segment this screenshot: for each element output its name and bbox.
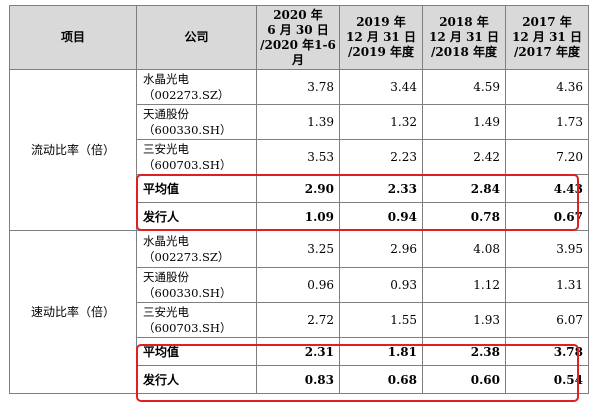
header-line: 12 月 31 日 [346,30,416,44]
value-cell: 4.36 [505,69,589,105]
value-cell: 1.93 [422,302,506,338]
value-cell: 0.67 [505,202,589,231]
company-name: 天通股份 [143,270,189,284]
financial-ratio-table: 项目 公司 2020 年 6 月 30 日 /2020 年1-6月 2019 年… [9,5,589,394]
table-row: 流动比率（倍） 水晶光电 （002273.SZ） 3.78 3.44 4.59 … [9,69,589,231]
value-cell: 2.90 [256,174,340,203]
header-line: /2017 年度 [514,45,580,59]
value-cell: 3.95 [505,230,589,268]
company-name: 水晶光电 [143,72,189,86]
table-row: 三安光电 （600703.SH） 3.53 2.23 2.42 7.20 [10,139,589,175]
value-cell: 2.84 [422,174,506,203]
value-cell: 2.42 [422,139,506,175]
value-cell: 2.96 [339,230,423,268]
value-cell: 2.38 [422,337,506,366]
company-name: 水晶光电 [143,234,189,248]
value-cell: 2.33 [339,174,423,203]
header-period-2017: 2017 年 12 月 31 日 /2017 年度 [505,5,589,70]
value-cell: 1.31 [505,267,589,303]
section-label-current-ratio: 流动比率（倍） [9,69,137,231]
value-cell: 1.32 [339,104,423,140]
company-cell: 三安光电 （600703.SH） [136,139,257,175]
header-line: /2019 年度 [348,45,414,59]
value-cell: 1.49 [422,104,506,140]
value-cell: 2.23 [339,139,423,175]
header-line: 2017 年 [522,15,572,29]
header-line: 6 月 30 日 [267,22,329,37]
value-cell: 3.78 [256,69,340,105]
value-cell: 7.20 [505,139,589,175]
value-cell: 0.94 [339,202,423,231]
company-name: 三安光电 [143,142,189,156]
header-period-2019: 2019 年 12 月 31 日 /2019 年度 [339,5,423,70]
value-cell: 2.72 [256,302,340,338]
header-item: 项目 [9,5,137,70]
value-cell: 1.73 [505,104,589,140]
company-cell: 水晶光电 （002273.SZ） [136,230,257,268]
value-cell: 2.31 [256,337,340,366]
table-row: 天通股份 （600330.SH） 1.39 1.32 1.49 1.73 [10,104,589,140]
table-row: 三安光电 （600703.SH） 2.72 1.55 1.93 6.07 [10,302,589,338]
row-label-average: 平均值 [136,174,257,203]
row-label-issuer: 发行人 [136,202,257,231]
header-company: 公司 [136,5,257,70]
value-cell: 3.53 [256,139,340,175]
table-row: 速动比率（倍） 水晶光电 （002273.SZ） 3.25 2.96 4.08 … [9,230,589,394]
company-cell: 水晶光电 （002273.SZ） [136,69,257,105]
value-cell: 0.60 [422,365,506,394]
company-name: 天通股份 [143,107,189,121]
company-cell: 三安光电 （600703.SH） [136,302,257,338]
value-cell: 0.78 [422,202,506,231]
value-cell: 0.83 [256,365,340,394]
value-cell: 1.39 [256,104,340,140]
value-cell: 4.08 [422,230,506,268]
row-label-average: 平均值 [136,337,257,366]
header-period-2018: 2018 年 12 月 31 日 /2018 年度 [422,5,506,70]
value-cell: 0.96 [256,267,340,303]
value-cell: 1.81 [339,337,423,366]
header-line: 2019 年 [356,15,406,29]
company-code: （600703.SH） [143,321,232,335]
header-line: 12 月 31 日 [512,30,582,44]
value-cell: 3.25 [256,230,340,268]
value-cell: 1.09 [256,202,340,231]
header-period-2020: 2020 年 6 月 30 日 /2020 年1-6月 [256,5,340,70]
value-cell: 0.68 [339,365,423,394]
company-cell: 天通股份 （600330.SH） [136,104,257,140]
company-cell: 天通股份 （600330.SH） [136,267,257,303]
company-code: （002273.SZ） [143,250,230,264]
header-line: 12 月 31 日 [429,30,499,44]
header-line: 2018 年 [439,15,489,29]
value-cell: 1.55 [339,302,423,338]
header-line: 2020 年 [273,7,323,22]
section-label-quick-ratio: 速动比率（倍） [9,230,137,394]
value-cell: 0.54 [505,365,589,394]
issuer-row: 发行人 1.09 0.94 0.78 0.67 [10,202,589,231]
value-cell: 4.43 [505,174,589,203]
company-code: （002273.SZ） [143,88,230,102]
header-row: 项目 公司 2020 年 6 月 30 日 /2020 年1-6月 2019 年… [9,5,589,70]
value-cell: 0.93 [339,267,423,303]
header-line: /2020 年1-6月 [260,37,336,67]
company-code: （600330.SH） [143,123,232,137]
header-line: /2018 年度 [431,45,497,59]
value-cell: 6.07 [505,302,589,338]
value-cell: 4.59 [422,69,506,105]
company-code: （600703.SH） [143,158,232,172]
row-label-issuer: 发行人 [136,365,257,394]
company-name: 三安光电 [143,305,189,319]
value-cell: 3.78 [505,337,589,366]
issuer-row: 发行人 0.83 0.68 0.60 0.54 [10,365,589,394]
value-cell: 3.44 [339,69,423,105]
value-cell: 1.12 [422,267,506,303]
company-code: （600330.SH） [143,286,232,300]
